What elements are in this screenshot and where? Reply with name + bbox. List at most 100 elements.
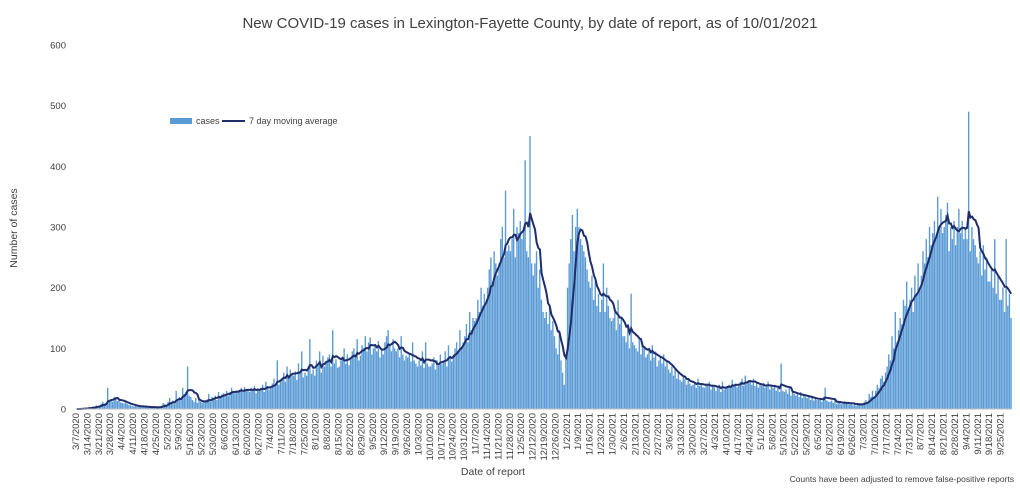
- cases-bar: [504, 190, 507, 409]
- cases-bar: [517, 233, 520, 409]
- x-tick-label: 2/13/2021: [630, 413, 641, 455]
- cases-bar: [534, 263, 536, 409]
- x-tick-label: 5/2/2020: [162, 413, 173, 450]
- cases-bar: [289, 369, 292, 409]
- cases-bar: [654, 351, 657, 409]
- cases-bar: [622, 336, 624, 409]
- cases-bar: [424, 342, 427, 409]
- cases-bar: [920, 275, 923, 409]
- cases-bar: [403, 360, 406, 409]
- cases-bar: [495, 263, 497, 409]
- cases-bar: [796, 393, 799, 409]
- x-tick-label: 5/23/2020: [197, 413, 208, 455]
- x-tick-label: 7/17/2021: [881, 413, 892, 455]
- cases-bar: [196, 402, 199, 409]
- moving-average-line: [76, 211, 1013, 410]
- cases-bar: [144, 407, 146, 409]
- cases-bar: [242, 392, 244, 409]
- cases-bar: [1000, 299, 1002, 409]
- cases-bar: [271, 383, 274, 409]
- cases-bar: [429, 366, 432, 409]
- cases-bar: [726, 385, 729, 409]
- cases-bar: [496, 275, 499, 409]
- cases-bar: [229, 392, 231, 409]
- cases-bar: [902, 299, 905, 409]
- cases-bar: [239, 389, 241, 409]
- cases-bar: [513, 208, 515, 409]
- cases-bar: [806, 398, 808, 409]
- cases-bar: [640, 354, 642, 409]
- cases-bar: [141, 405, 143, 409]
- cases-bar: [860, 403, 862, 409]
- y-tick-label: 0: [61, 405, 66, 416]
- cases-bar: [539, 269, 541, 409]
- cases-bar: [757, 387, 760, 409]
- cases-bar: [589, 287, 592, 409]
- cases-bar: [922, 251, 924, 409]
- cases-bar: [327, 357, 329, 409]
- cases-bar: [253, 385, 256, 409]
- cases-bar: [309, 339, 311, 409]
- cases-bar: [715, 390, 717, 409]
- cases-bar: [472, 318, 474, 409]
- cases-bar: [925, 239, 927, 409]
- cases-bar: [330, 366, 332, 409]
- cases-bar: [188, 395, 190, 409]
- cases-bar: [511, 239, 513, 409]
- cases-bar: [627, 324, 629, 409]
- cases-bar: [837, 401, 839, 409]
- cases-bar: [105, 402, 107, 409]
- cases-bar: [304, 372, 306, 409]
- cases-bar: [633, 345, 636, 409]
- cases-bar: [927, 257, 929, 409]
- cases-bar: [382, 354, 384, 409]
- cases-bar: [772, 387, 774, 409]
- cases-bar: [237, 392, 239, 409]
- cases-bar: [710, 389, 712, 409]
- cases-bar: [826, 400, 828, 409]
- cases-bar: [671, 366, 673, 409]
- cases-bar: [755, 383, 758, 409]
- cases-bar: [258, 390, 261, 409]
- cases-bar: [320, 372, 322, 409]
- cases-bar: [183, 393, 186, 409]
- cases-bar: [848, 404, 851, 409]
- cases-bar: [692, 384, 694, 409]
- cases-bar: [749, 381, 751, 409]
- cases-bar: [574, 227, 577, 409]
- cases-bar: [907, 311, 910, 409]
- cases-bar: [527, 257, 530, 409]
- y-tick-label: 400: [50, 162, 66, 173]
- cases-bar: [257, 388, 259, 409]
- cases-bar: [198, 400, 200, 409]
- cases-bar: [677, 372, 680, 409]
- x-tick-label: 7/24/2021: [893, 413, 904, 455]
- cases-bar: [778, 392, 781, 409]
- cases-bar: [473, 321, 476, 409]
- x-tick-label: 5/1/2021: [756, 413, 767, 450]
- cases-bar: [361, 345, 363, 409]
- cases-bar: [917, 263, 919, 409]
- cases-bar: [667, 369, 670, 409]
- x-tick-label: 12/12/2020: [528, 413, 539, 461]
- x-axis-label: Date of report: [461, 466, 525, 478]
- cases-bar: [367, 342, 370, 409]
- cases-bar: [612, 318, 614, 409]
- cases-bar: [380, 349, 383, 409]
- cases-bar: [583, 251, 585, 409]
- cases-bar: [734, 383, 737, 409]
- cases-bar: [584, 257, 587, 409]
- cases-bar: [721, 381, 724, 409]
- cases-bar: [945, 214, 947, 409]
- cases-bar: [861, 404, 864, 409]
- cases-bar: [1008, 293, 1011, 409]
- cases-bar: [180, 398, 182, 409]
- y-tick-label: 200: [50, 283, 66, 294]
- x-tick-label: 10/24/2020: [448, 413, 459, 461]
- cases-bar: [831, 400, 833, 409]
- cases-bar: [972, 239, 975, 409]
- cases-bar: [155, 407, 158, 409]
- cases-bar: [751, 384, 753, 409]
- cases-bar: [338, 366, 340, 409]
- cases-bar: [467, 342, 469, 409]
